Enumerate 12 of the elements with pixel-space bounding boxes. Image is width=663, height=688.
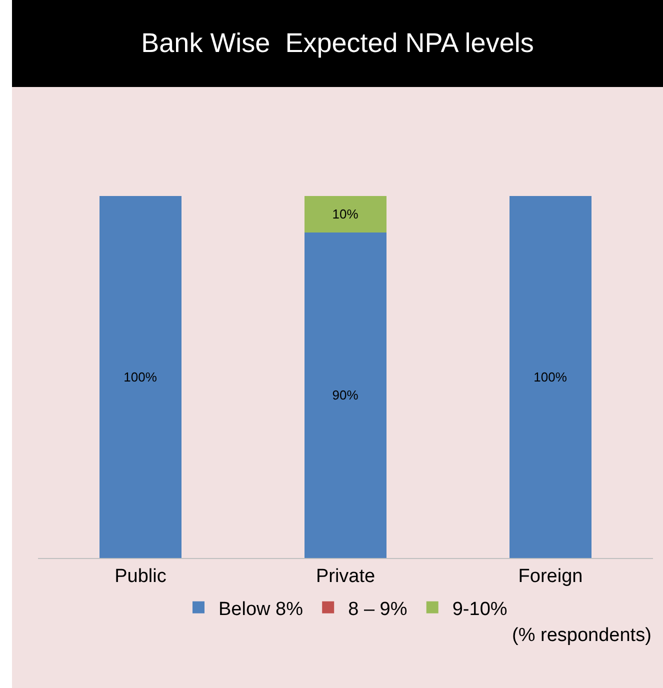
- legend-label: Below 8%: [218, 598, 304, 620]
- legend-label: 9-10%: [452, 598, 508, 620]
- data-label: 100%: [534, 370, 568, 385]
- data-label: 10%: [332, 206, 359, 222]
- text: (% respondents): [512, 625, 652, 646]
- x-tick-label: Private: [316, 566, 376, 587]
- x-tick-label: Public: [114, 566, 166, 587]
- data-label: 90%: [332, 388, 359, 403]
- data-label: 100%: [124, 370, 158, 385]
- legend-label: 8 – 9%: [348, 598, 408, 620]
- x-tick-label: Foreign: [518, 566, 583, 587]
- chart-title: Bank Wise Expected NPA levels: [12, 0, 663, 87]
